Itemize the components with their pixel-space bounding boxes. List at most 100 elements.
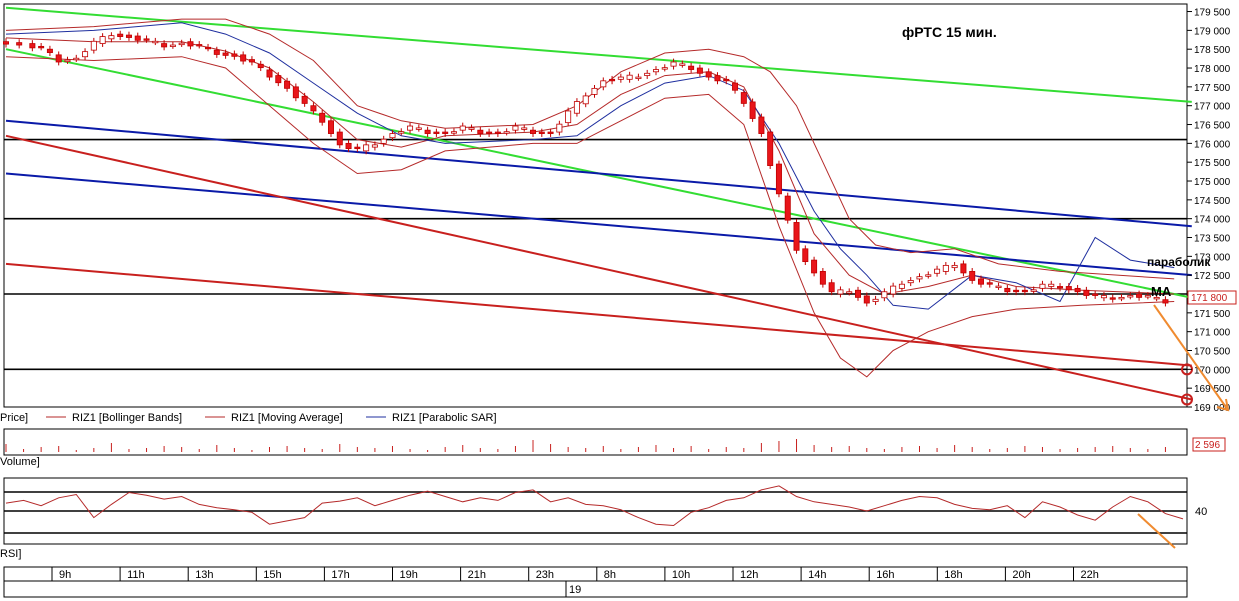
candle xyxy=(740,92,747,104)
time-label: 8h xyxy=(604,569,616,581)
candle xyxy=(969,271,976,281)
candle xyxy=(609,78,616,82)
price-tick-label: 172 500 xyxy=(1194,271,1231,282)
candle xyxy=(1030,289,1037,292)
candle xyxy=(301,95,308,104)
candle xyxy=(872,298,879,302)
rsi-line xyxy=(5,485,1184,527)
candle xyxy=(784,195,791,221)
candle xyxy=(723,78,730,82)
candle xyxy=(521,127,528,130)
price-tick-label: 174 500 xyxy=(1194,196,1231,207)
candle xyxy=(749,101,756,119)
time-axis-labels: 9h 11h 13h 15h 17h 19h 21h 23h 8h 10h 12h 14h 16h 18h… xyxy=(51,567,1099,581)
candle xyxy=(319,112,326,123)
candle xyxy=(1162,299,1169,304)
price-tick-label: 178 000 xyxy=(1194,64,1231,75)
candle xyxy=(187,41,194,47)
chart-title: фРТС 15 мин. xyxy=(902,24,997,40)
candle xyxy=(354,146,361,150)
price-tick-label: 176 500 xyxy=(1194,121,1231,132)
candle xyxy=(925,274,932,277)
candle xyxy=(161,43,168,48)
candle xyxy=(1013,289,1020,293)
price-panel-frame xyxy=(3,3,1188,408)
legend: Price] RIZ1 [Bollinger Bands] RIZ1 [Movi… xyxy=(0,412,497,424)
candle xyxy=(934,268,941,274)
candle xyxy=(494,131,501,134)
candle xyxy=(1021,289,1028,293)
volume-panel-label: Volume] xyxy=(0,456,40,468)
candle xyxy=(547,131,554,134)
candle xyxy=(117,33,124,37)
candle xyxy=(582,95,589,105)
candle xyxy=(714,75,721,82)
candle xyxy=(336,131,343,146)
blue-trendline xyxy=(5,119,1192,228)
price-tick-label: 175 500 xyxy=(1194,158,1231,169)
ma-annotation: MA xyxy=(1151,284,1172,299)
time-label: 21h xyxy=(468,569,486,581)
candle xyxy=(248,59,255,63)
time-label: 15h xyxy=(263,569,281,581)
candle xyxy=(389,133,396,139)
forecast-arrows xyxy=(1137,304,1230,549)
candle xyxy=(696,67,703,74)
candle xyxy=(644,72,651,76)
candle xyxy=(82,51,89,58)
candle xyxy=(407,125,414,131)
candle xyxy=(415,127,422,130)
price-tick-label: 179 000 xyxy=(1194,26,1231,37)
candle xyxy=(169,44,176,47)
candle xyxy=(486,131,493,134)
bollinger-upper-band xyxy=(5,18,1175,280)
candle xyxy=(108,35,115,40)
candle xyxy=(732,82,739,91)
candle xyxy=(1118,296,1125,300)
price-tick-label: 177 500 xyxy=(1194,83,1231,94)
legend-sar: RIZ1 [Parabolic SAR] xyxy=(392,412,497,424)
candle xyxy=(1004,287,1011,293)
red-trendline xyxy=(5,262,1192,367)
price-tick-label: 173 000 xyxy=(1194,252,1231,263)
candle xyxy=(1065,286,1072,291)
price-tick-label: 173 500 xyxy=(1194,234,1231,245)
candle xyxy=(775,163,782,195)
candle xyxy=(468,127,475,130)
candle xyxy=(793,222,800,251)
volume-value-box xyxy=(1192,437,1226,452)
candle xyxy=(977,278,984,285)
candle xyxy=(64,59,71,63)
price-tick-label: 177 000 xyxy=(1194,102,1231,113)
candle xyxy=(292,86,299,99)
candle xyxy=(960,263,967,274)
candle xyxy=(837,289,844,295)
candle xyxy=(29,43,36,49)
time-label: 20h xyxy=(1012,569,1030,581)
target-marker xyxy=(1181,393,1193,406)
candle xyxy=(573,101,580,114)
candle xyxy=(178,42,185,46)
candle xyxy=(565,110,572,124)
candle xyxy=(424,129,431,134)
volume-panel-frame xyxy=(3,428,1188,456)
candle xyxy=(1048,283,1055,287)
candle xyxy=(371,144,378,148)
rsi-panel-label: RSI] xyxy=(0,548,21,560)
candle xyxy=(90,40,97,51)
candle xyxy=(266,69,273,78)
candle xyxy=(652,69,659,73)
current-price-label: 171 800 xyxy=(1191,293,1228,304)
candle xyxy=(661,67,668,70)
candle xyxy=(450,131,457,134)
time-label: 23h xyxy=(536,569,554,581)
time-label: 16h xyxy=(876,569,894,581)
time-label: 17h xyxy=(331,569,349,581)
time-label: 22h xyxy=(1081,569,1099,581)
candle xyxy=(828,282,835,293)
candle xyxy=(275,75,282,84)
candle xyxy=(635,76,642,79)
candle xyxy=(846,291,853,294)
candle xyxy=(863,295,870,304)
price-tick-label: 170 500 xyxy=(1194,347,1231,358)
